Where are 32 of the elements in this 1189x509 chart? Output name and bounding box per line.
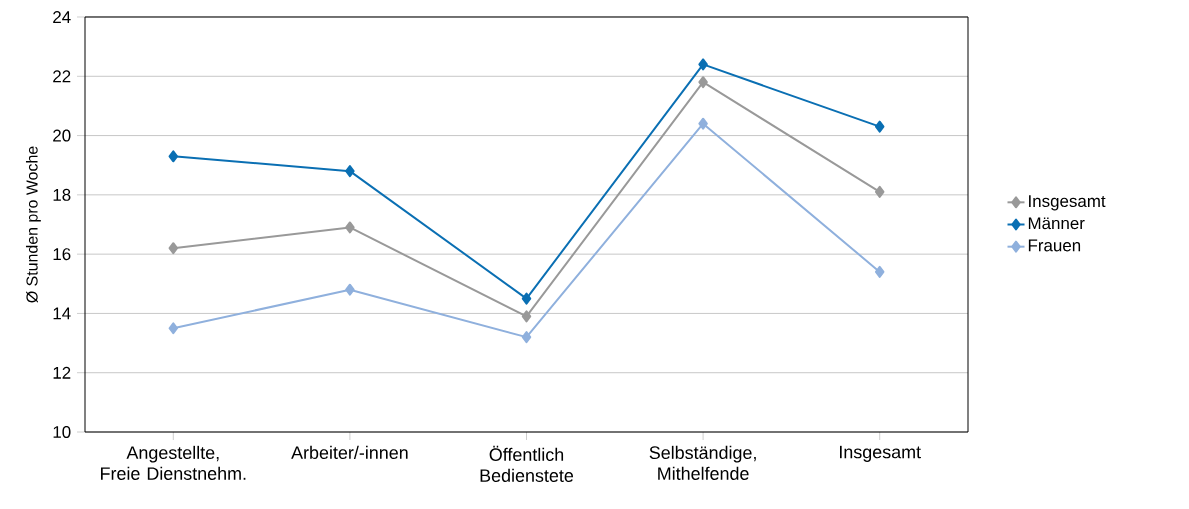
point [698, 117, 708, 130]
point [345, 283, 355, 296]
legend-label: Männer [1028, 217, 1085, 230]
y-tick-label: 10 [53, 426, 71, 438]
point [874, 265, 885, 278]
y-tick-label: 14 [53, 307, 71, 320]
x-tick-label: Insgesamt [840, 445, 921, 462]
point [521, 310, 532, 323]
point [874, 120, 885, 133]
x-tick-label: Angestellte, Freie Dienstnehm. [101, 445, 246, 480]
x-tick-label: Selbständige, Mithelfende [649, 445, 756, 480]
point [698, 58, 708, 71]
point [168, 150, 179, 163]
point [521, 292, 532, 305]
y-tick-label: 22 [53, 70, 71, 83]
y-tick-label: 20 [53, 129, 71, 142]
point [168, 242, 179, 255]
y-axis-title: Ø Stunden pro Woche [25, 146, 41, 303]
y-tick-label: 16 [53, 248, 71, 261]
point [521, 331, 532, 344]
y-tick-label: 24 [53, 11, 71, 23]
point [345, 165, 355, 178]
point [345, 221, 355, 234]
y-tick-label: 18 [53, 188, 71, 201]
x-tick-label: Öffentlich Bedienstete [480, 445, 574, 482]
x-tick-label: Arbeiter/-innen [291, 445, 408, 460]
legend-label: Frauen [1028, 239, 1081, 252]
legend-label: Insgesamt [1029, 195, 1106, 211]
point [874, 185, 885, 198]
point [168, 322, 179, 335]
point [698, 76, 708, 89]
y-tick-label: 12 [53, 366, 71, 379]
